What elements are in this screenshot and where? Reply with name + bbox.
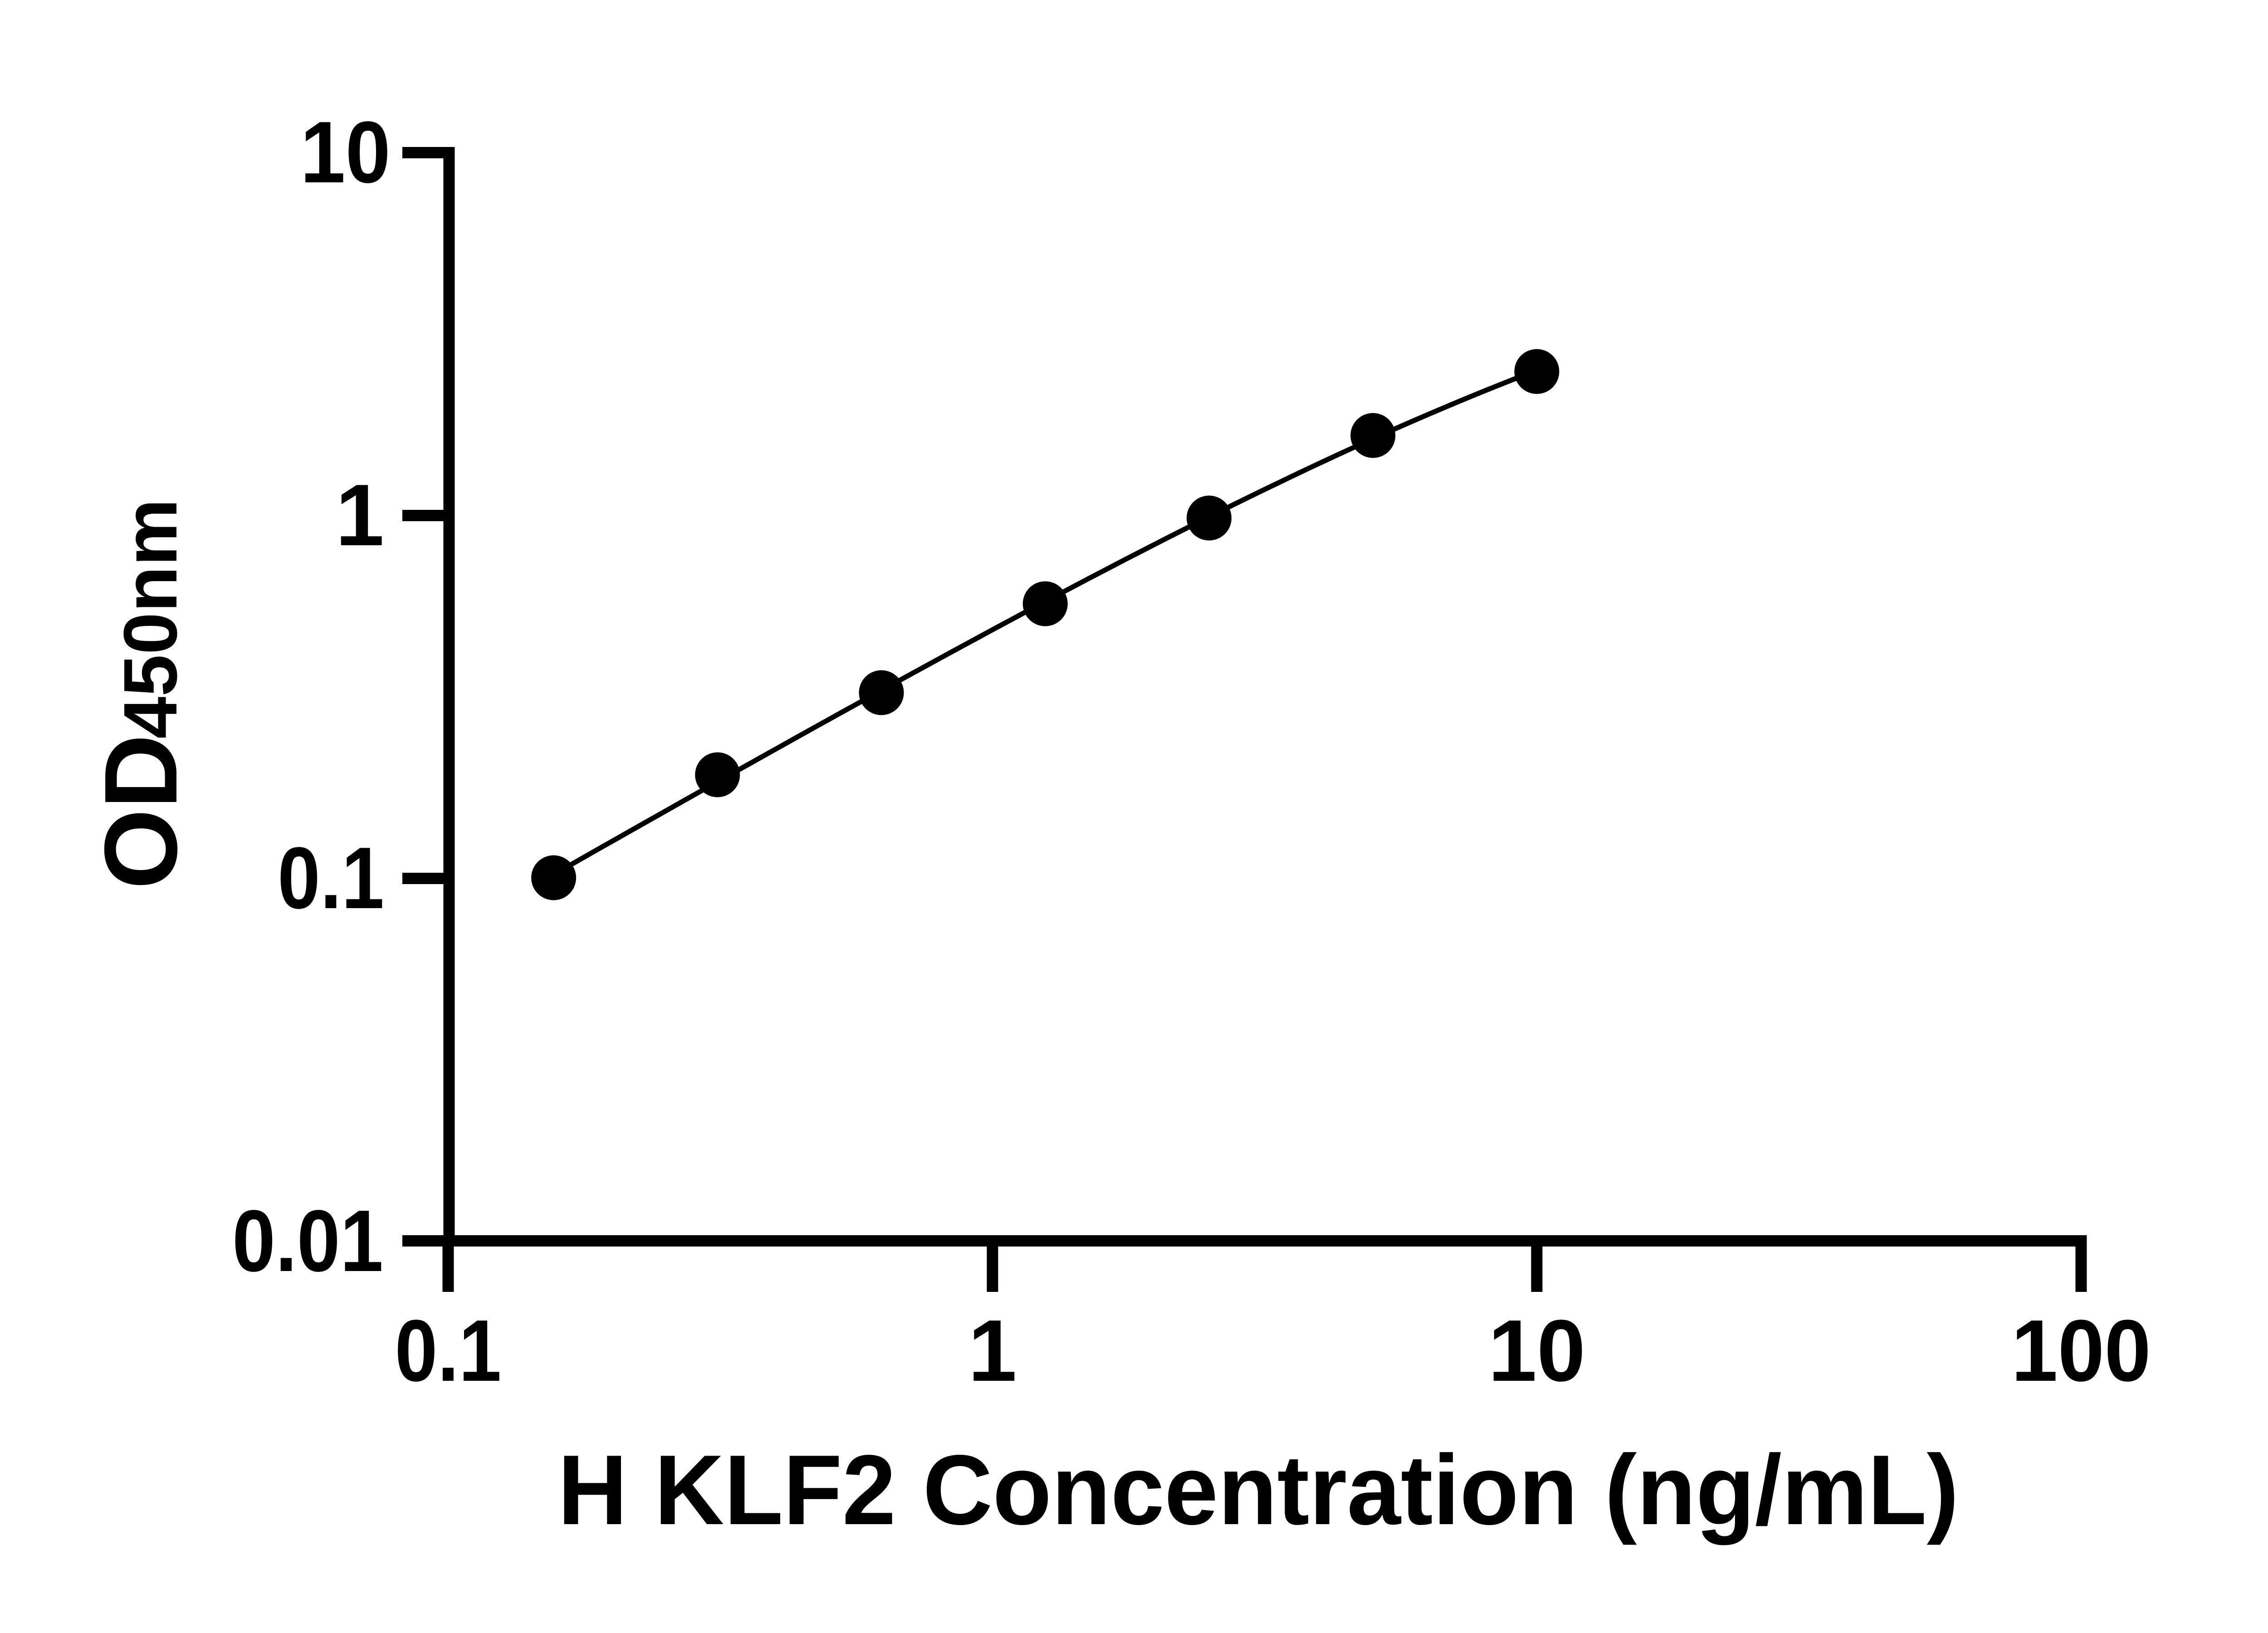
svg-text:10: 10 (1488, 1301, 1586, 1399)
svg-text:10: 10 (300, 103, 391, 201)
svg-text:H KLF2 Concentration (ng/mL): H KLF2 Concentration (ng/mL) (558, 1435, 1959, 1545)
svg-text:100: 100 (2011, 1301, 2151, 1399)
svg-text:1: 1 (336, 466, 384, 564)
svg-text:1: 1 (968, 1301, 1017, 1399)
svg-text:0.1: 0.1 (395, 1301, 502, 1399)
svg-text:0.01: 0.01 (232, 1192, 383, 1290)
svg-text:OD450nm: OD450nm (83, 499, 199, 889)
svg-text:0.1: 0.1 (278, 829, 384, 927)
